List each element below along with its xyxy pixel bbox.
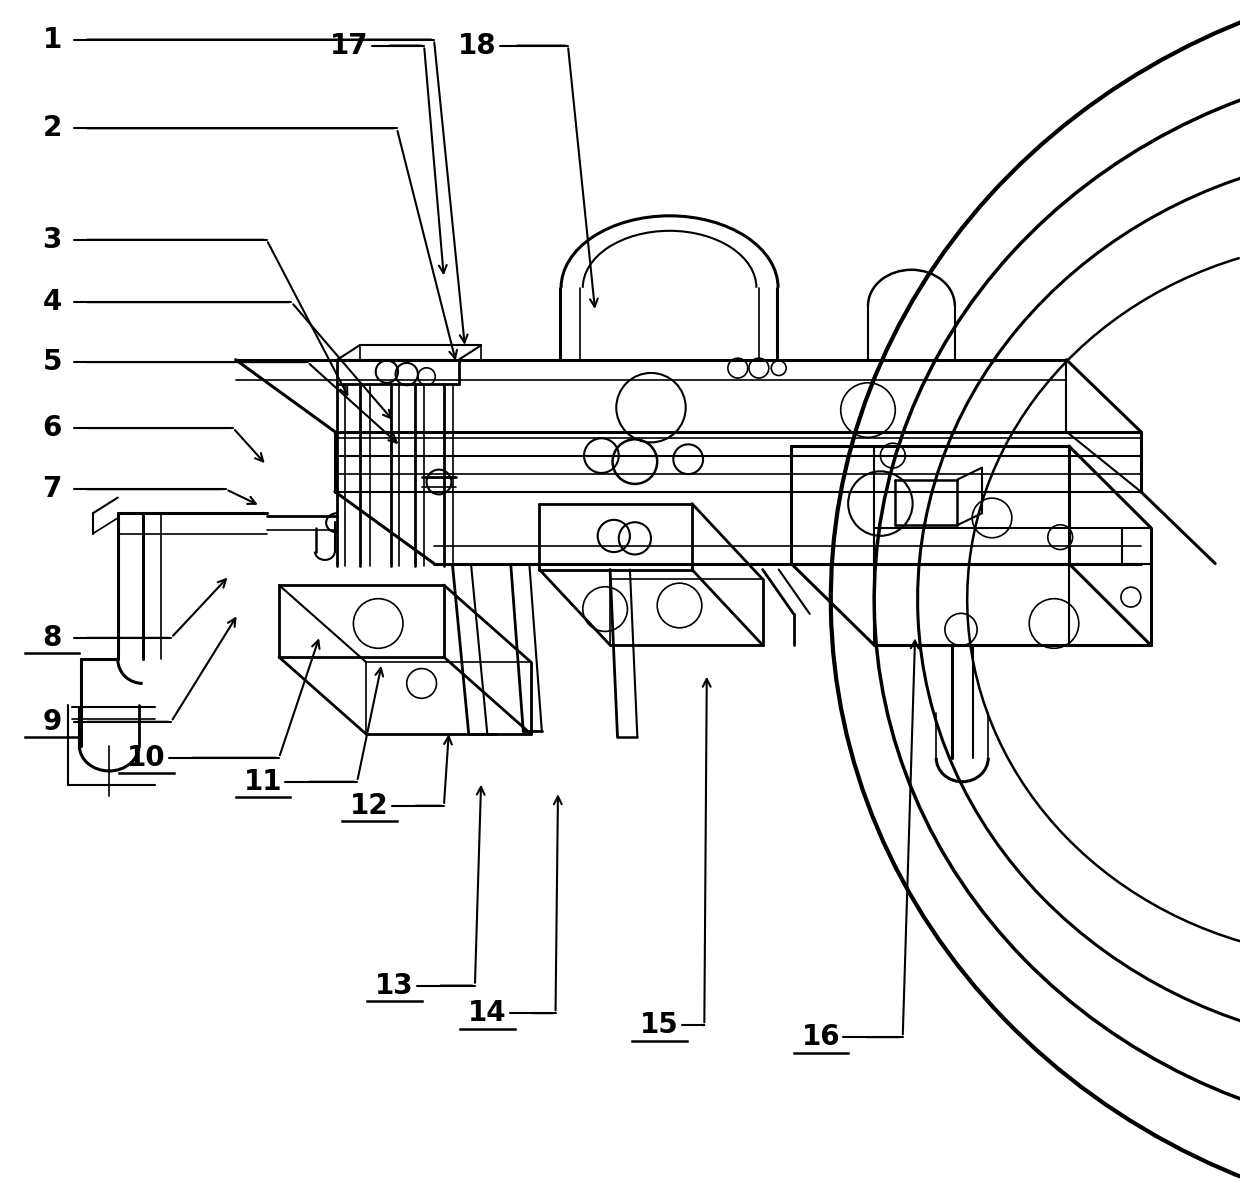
Text: 15: 15 (640, 1011, 680, 1040)
Text: 4: 4 (42, 288, 62, 317)
Text: 7: 7 (42, 475, 62, 504)
Text: 5: 5 (42, 348, 62, 376)
Text: 14: 14 (467, 999, 507, 1028)
Text: 10: 10 (126, 743, 166, 772)
Text: 1: 1 (42, 25, 62, 54)
Text: 8: 8 (42, 623, 62, 652)
Text: 11: 11 (243, 767, 283, 796)
Text: 3: 3 (42, 225, 62, 254)
Text: 12: 12 (350, 791, 389, 820)
Text: 17: 17 (330, 31, 370, 60)
Text: 13: 13 (374, 971, 414, 1000)
Text: 6: 6 (42, 414, 62, 442)
Text: 9: 9 (42, 707, 62, 736)
Text: 16: 16 (801, 1023, 841, 1052)
Text: 18: 18 (458, 31, 497, 60)
Text: 2: 2 (42, 114, 62, 143)
